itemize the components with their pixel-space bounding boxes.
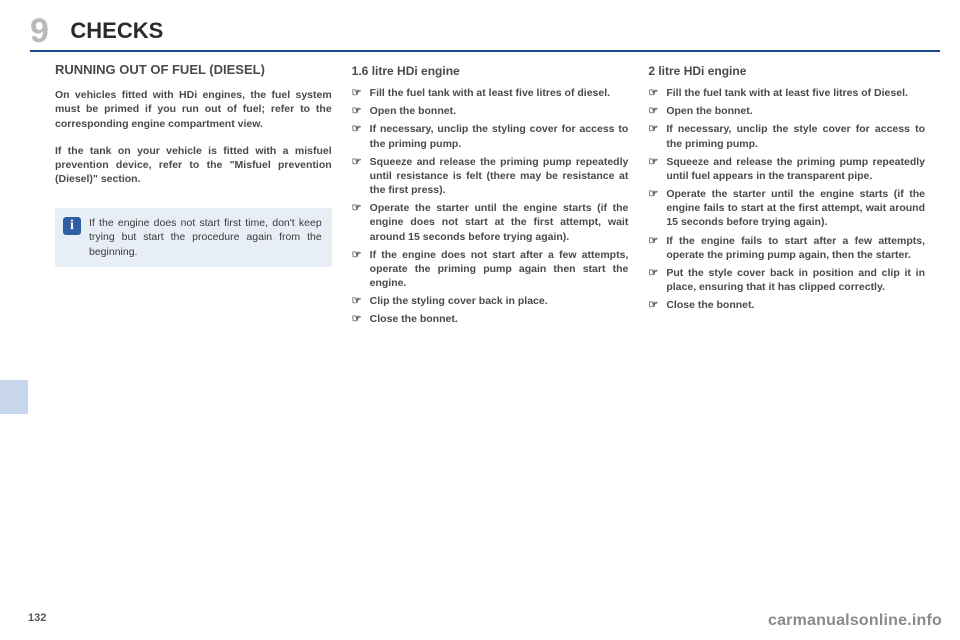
header-rule [30,50,940,52]
list-item: Squeeze and release the priming pump rep… [352,155,629,198]
list-item: Clip the styling cover back in place. [352,294,629,308]
list-item: If the engine does not start after a few… [352,248,629,291]
list-item: Fill the fuel tank with at least five li… [352,86,629,100]
section-title: RUNNING OUT OF FUEL (DIESEL) [55,62,332,78]
list-item: Close the bonnet. [352,312,629,326]
manual-page: 9 CHECKS RUNNING OUT OF FUEL (DIESEL) On… [0,0,960,640]
page-header: 9 CHECKS [30,12,930,52]
right-column: 2 litre HDi engine Fill the fuel tank wi… [648,62,925,331]
watermark: carmanualsonline.info [768,612,942,630]
engine-subhead-2-0: 2 litre HDi engine [648,64,925,78]
intro-paragraph-1: On vehicles fitted with HDi engines, the… [55,88,332,131]
content-area: RUNNING OUT OF FUEL (DIESEL) On vehicles… [55,62,925,331]
left-column: RUNNING OUT OF FUEL (DIESEL) On vehicles… [55,62,332,331]
list-item: Operate the starter until the engine sta… [648,187,925,230]
list-item: Fill the fuel tank with at least five li… [648,86,925,100]
info-icon: i [63,217,81,235]
info-text: If the engine does not start first time,… [89,216,322,259]
list-item: Open the bonnet. [352,104,629,118]
list-item: If necessary, unclip the style cover for… [648,122,925,150]
list-item: If the engine fails to start after a few… [648,234,925,262]
list-item: Operate the starter until the engine sta… [352,201,629,244]
steps-list-1-6: Fill the fuel tank with at least five li… [352,86,629,327]
list-item: Squeeze and release the priming pump rep… [648,155,925,183]
chapter-title: CHECKS [70,18,163,44]
list-item: If necessary, unclip the styling cover f… [352,122,629,150]
side-tab [0,380,28,414]
engine-subhead-1-6: 1.6 litre HDi engine [352,64,629,78]
info-callout: i If the engine does not start first tim… [55,208,332,267]
list-item: Put the style cover back in position and… [648,266,925,294]
list-item: Open the bonnet. [648,104,925,118]
middle-column: 1.6 litre HDi engine Fill the fuel tank … [352,62,629,331]
page-number: 132 [28,612,46,624]
intro-paragraph-2: If the tank on your vehicle is fitted wi… [55,144,332,187]
steps-list-2-0: Fill the fuel tank with at least five li… [648,86,925,312]
list-item: Close the bonnet. [648,298,925,312]
chapter-number: 9 [30,12,48,51]
